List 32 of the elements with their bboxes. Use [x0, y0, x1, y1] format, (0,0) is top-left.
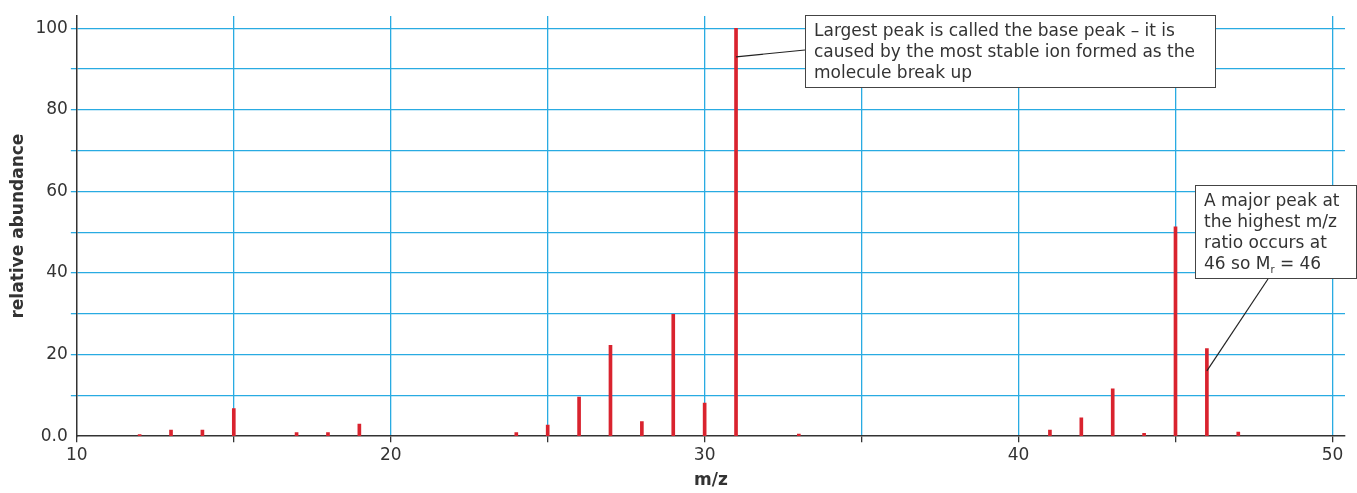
x-tick-label: 30 [693, 443, 716, 464]
x-tick-label: 20 [379, 443, 402, 464]
bar [1236, 431, 1241, 436]
x-axis-title: m/z [694, 469, 728, 490]
y-tick-label: 80 [46, 98, 68, 119]
bar [169, 429, 173, 436]
bar [514, 432, 519, 436]
x-tick-label: 10 [66, 443, 88, 464]
y-tick-label: 100 [35, 16, 68, 37]
x-tick-label: 50 [1321, 443, 1344, 464]
bar [577, 396, 581, 436]
bar [671, 313, 676, 436]
bar [545, 424, 550, 436]
bar [1110, 388, 1115, 436]
bar [231, 408, 236, 436]
y-axis-title: relative abundance [6, 133, 27, 319]
bar [1079, 417, 1084, 436]
bar [734, 27, 738, 436]
y-tick-label: 60 [46, 179, 68, 200]
annotation: A major peak at the highest m/z ratio occurs at 46 so M$_{r}$ = 46 [1195, 185, 1357, 279]
x-tick-label: 40 [1007, 443, 1030, 464]
annotation: Largest peak is called the base peak – it is caused by the most stable ion formed as the molecule break up [805, 15, 1216, 88]
bar [326, 432, 330, 436]
y-tick-label: 40 [46, 261, 68, 282]
bar [796, 433, 801, 436]
bar [640, 421, 644, 436]
bar [1142, 433, 1146, 436]
y-tick-label: 20 [46, 343, 68, 364]
bar [294, 432, 299, 436]
y-tick-label: 0.0 [40, 424, 68, 445]
bar [1048, 429, 1052, 436]
bar [1205, 348, 1209, 436]
